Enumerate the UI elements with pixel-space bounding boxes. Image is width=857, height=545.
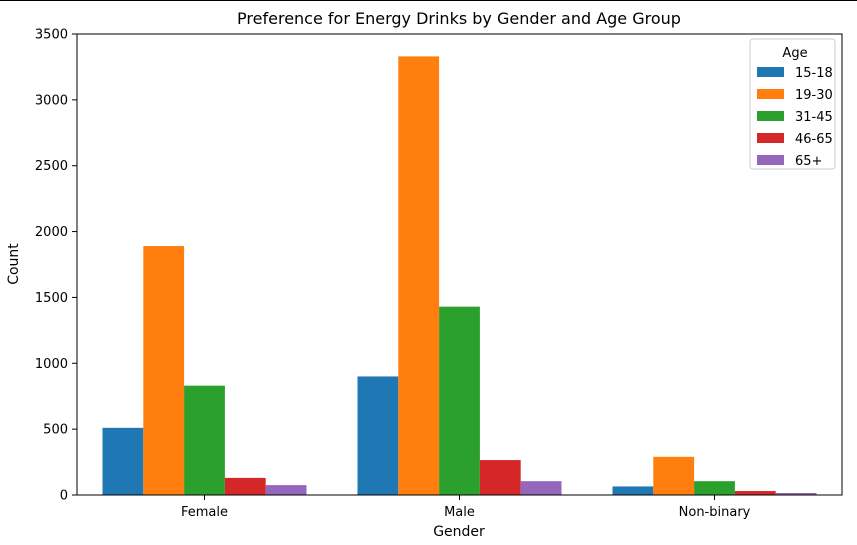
bar-female-65 [265, 485, 307, 495]
bar-male-65 [520, 481, 562, 495]
legend-items: 15-18 19-30 31-45 46-65 65+ [757, 66, 833, 169]
bar-female-4665 [224, 477, 266, 495]
legend-swatch [757, 89, 784, 99]
legend-swatch [757, 111, 784, 121]
y-tick-label: 1500 [35, 291, 68, 306]
bar-female-1518 [102, 427, 144, 495]
x-tick-label: Male [444, 505, 475, 520]
bar-non-binary-3145 [694, 481, 735, 495]
bar-female-1930 [143, 246, 185, 495]
legend: Age 15-18 19-30 31-45 46-65 65+ [749, 38, 836, 170]
y-tick-label: 0 [60, 489, 68, 504]
bar-male-3145 [439, 306, 480, 495]
legend-swatch [757, 155, 784, 165]
legend-label: 19-30 [795, 88, 833, 103]
bar-male-1518 [357, 376, 399, 495]
legend-label: 31-45 [795, 110, 833, 125]
legend-label: 46-65 [795, 132, 833, 147]
bar-non-binary-65 [775, 493, 817, 495]
y-tick-label: 500 [43, 423, 68, 438]
legend-title: Age [782, 46, 807, 61]
legend-swatch [757, 67, 784, 77]
bars-group [102, 56, 817, 496]
bar-male-4665 [479, 460, 521, 495]
bar-male-1930 [398, 56, 440, 496]
bar-non-binary-4665 [734, 491, 776, 495]
x-axis-ticks: Female Male Non-binary [181, 495, 751, 520]
legend-swatch [757, 133, 784, 143]
y-tick-label: 2500 [35, 159, 68, 174]
y-tick-label: 2000 [35, 225, 68, 240]
legend-label: 65+ [795, 154, 822, 169]
plot-area-frame [76, 33, 843, 496]
y-tick-label: 3500 [35, 28, 68, 43]
bar-non-binary-1518 [612, 486, 654, 495]
x-axis-label: Gender [433, 524, 485, 540]
chart-title: Preference for Energy Drinks by Gender a… [237, 9, 681, 28]
bar-non-binary-1930 [653, 456, 695, 495]
bar-female-3145 [184, 385, 225, 495]
y-tick-label: 3000 [35, 93, 68, 108]
y-tick-label: 1000 [35, 357, 68, 372]
legend-label: 15-18 [795, 66, 833, 81]
y-axis-ticks: 0 500 1000 1500 2000 2500 3000 3500 [35, 28, 77, 504]
y-axis-label: Count [6, 243, 22, 285]
x-tick-label: Female [181, 505, 228, 520]
x-tick-label: Non-binary [679, 505, 751, 520]
